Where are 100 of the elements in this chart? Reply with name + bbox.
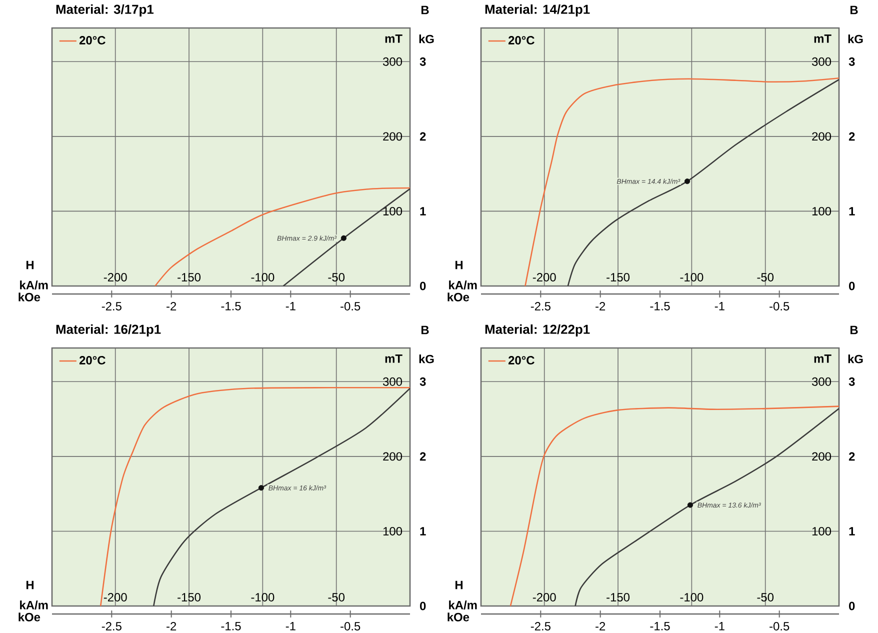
y2-axis-title: kG (848, 34, 863, 44)
text: H (26, 260, 34, 270)
x-tick-label: -100 (680, 273, 704, 282)
line-series (574, 408, 840, 606)
chart-title: Material: 3/17p1 (56, 4, 154, 16)
x-axis-title: kA/m (449, 600, 477, 610)
y-tick-label: 100 (812, 526, 832, 536)
chart-title: Material: 16/21p1 (56, 324, 161, 336)
x2-tick-label: -2.5 (530, 622, 550, 630)
y-axis-title: mT (385, 34, 402, 43)
legend-label: 20°C (79, 36, 106, 45)
x-tick-label: -200 (104, 593, 127, 602)
x-tick-label: -150 (606, 593, 630, 602)
x2-tick-label: -0.5 (770, 622, 790, 630)
x2-tick-label: -2.5 (530, 302, 550, 310)
text: B (421, 326, 429, 334)
x2-tick-label: -0.5 (340, 302, 360, 310)
y-axis-title: mT (385, 354, 402, 363)
y2-tick-label: 2 (420, 452, 426, 461)
y-tick-label: 300 (382, 57, 402, 66)
y2-tick-label: 2 (420, 132, 426, 141)
x2-tick-label: -1 (714, 622, 724, 630)
y2-tick-label: 3 (848, 57, 855, 66)
y2-axis-title: kG (848, 354, 863, 364)
text: B (421, 6, 429, 14)
y2-tick-label: 0 (849, 602, 855, 610)
y-tick-label: 100 (383, 206, 402, 216)
y2-tick-label: 1 (849, 527, 855, 536)
text: H (26, 580, 34, 590)
chart-title: Material: 14/21p1 (485, 4, 590, 16)
x2-tick-label: -1 (714, 302, 724, 310)
y-axis-title: mT (814, 354, 832, 363)
x2-tick-label: -1 (286, 622, 296, 630)
y2-tick-label: 1 (849, 207, 855, 216)
text: B (850, 326, 858, 334)
text: B (850, 6, 858, 14)
y2-tick-label: 0 (849, 282, 855, 290)
x2-axis-title: kOe (448, 612, 470, 622)
line-series (100, 386, 410, 606)
y-tick-label: 200 (383, 452, 402, 461)
x-tick-label: -100 (680, 593, 704, 602)
y-tick-label: 200 (812, 452, 832, 461)
y2-axis-title: kG (419, 34, 434, 44)
y2-tick-label: 0 (420, 602, 426, 610)
x-tick-label: -50 (328, 273, 345, 282)
x2-tick-label: -2.5 (102, 302, 122, 310)
x2-tick-label: -2 (596, 302, 606, 310)
x-tick-label: -200 (104, 273, 127, 282)
x2-tick-label: -1.5 (221, 622, 241, 630)
x-axis-title: kA/m (449, 280, 477, 290)
y-tick-label: 300 (382, 377, 402, 386)
x2-tick-label: -1.5 (221, 302, 241, 310)
y-axis-title: mT (814, 34, 832, 43)
y2-axis-title: kG (419, 354, 434, 364)
x-tick-label: -50 (757, 273, 774, 282)
x2-tick-label: -2 (166, 622, 176, 630)
legend-label: 20°C (508, 36, 534, 45)
x2-tick-label: -0.5 (770, 302, 790, 310)
x-tick-label: -50 (328, 593, 345, 602)
x-tick-label: -150 (606, 273, 630, 282)
x2-tick-label: -2 (596, 622, 606, 630)
y2-tick-label: 1 (420, 527, 426, 536)
y2-tick-label: 3 (420, 377, 426, 386)
x-axis-title: kA/m (20, 280, 48, 290)
y2-tick-label: 2 (848, 132, 855, 141)
x2-axis-title: kOe (18, 292, 40, 302)
y2-tick-label: 1 (420, 207, 426, 216)
x2-tick-label: -1.5 (650, 302, 670, 310)
y-tick-label: 200 (812, 132, 832, 141)
line-series (153, 388, 410, 606)
text: H (455, 580, 463, 590)
chart-title: Material: 12/22p1 (485, 324, 590, 336)
line-series (510, 406, 840, 606)
y-tick-label: 300 (812, 377, 832, 386)
x-tick-label: -200 (532, 273, 556, 282)
y2-tick-label: 3 (420, 57, 426, 66)
x2-tick-label: -1.5 (650, 622, 670, 630)
y-tick-label: 100 (812, 206, 832, 216)
x2-tick-label: -0.5 (340, 622, 360, 630)
y2-tick-label: 0 (420, 282, 426, 290)
legend-label: 20°C (79, 356, 106, 365)
y2-tick-label: 3 (848, 377, 855, 386)
line-series (154, 187, 410, 286)
x2-axis-title: kOe (18, 612, 40, 622)
text: H (455, 260, 463, 270)
x2-tick-label: -2.5 (102, 622, 122, 630)
x-tick-label: -50 (757, 593, 774, 602)
x-tick-label: -150 (178, 593, 201, 602)
x-tick-label: -200 (532, 593, 556, 602)
y-tick-label: 100 (383, 526, 402, 536)
legend-label: 20°C (508, 356, 534, 365)
x2-tick-label: -1 (286, 302, 296, 310)
x2-tick-label: -2 (166, 302, 176, 310)
x-axis-title: kA/m (20, 600, 48, 610)
x-tick-label: -100 (251, 593, 274, 602)
x-tick-label: -150 (178, 273, 201, 282)
y2-tick-label: 2 (848, 452, 855, 461)
x2-axis-title: kOe (448, 292, 470, 302)
y-tick-label: 300 (812, 57, 832, 66)
x-tick-label: -100 (251, 273, 274, 282)
